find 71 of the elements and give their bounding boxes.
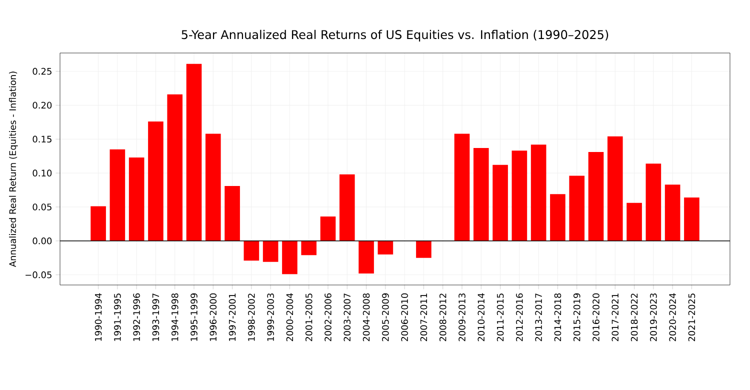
bar	[205, 134, 221, 241]
bar	[320, 216, 336, 241]
x-tick-label: 1997-2001	[228, 294, 236, 341]
bar	[512, 150, 528, 241]
x-tick-label: 2018-2022	[630, 294, 638, 342]
bar	[550, 194, 566, 241]
x-tick-label: 2012-2016	[516, 293, 523, 342]
y-tick-label: 0.25	[32, 68, 52, 75]
bar	[90, 206, 106, 241]
y-tick-label: −0.05	[26, 271, 52, 278]
x-tick-label: 2009-2013	[458, 294, 466, 342]
x-tick-label: 2006-2010	[401, 293, 408, 342]
bar	[358, 240, 374, 274]
x-tick-label: 1992-1996	[133, 293, 140, 341]
bar	[301, 240, 317, 256]
x-tick-label: 1993-1997	[152, 294, 160, 341]
y-axis-title: Annualized Real Return (Equities - Inflation)	[9, 72, 18, 268]
x-tick-label: 2010-2014	[478, 293, 485, 342]
bar	[492, 164, 508, 241]
y-tick-label: 0.20	[32, 102, 52, 109]
x-tick-label: 2016-2020	[592, 293, 600, 342]
x-tick-label: 2001-2005	[305, 294, 312, 342]
bar	[454, 134, 470, 241]
x-tick-label: 1991-1995	[114, 294, 121, 341]
x-tick-label: 2015-2019	[573, 293, 580, 342]
bar	[664, 184, 680, 241]
bar	[128, 157, 144, 241]
x-tick-label: 2000-2004	[286, 293, 294, 342]
x-tick-label: 2008-2012	[439, 294, 446, 342]
bar	[684, 197, 700, 241]
bar	[378, 240, 394, 254]
x-tick-label: 1998-2002	[248, 294, 255, 341]
x-tick-label: 2021-2025	[688, 294, 696, 342]
y-tick-label: 0.05	[32, 204, 52, 210]
x-tick-label: 2017-2021	[612, 294, 619, 342]
x-tick-label: 2013-2017	[535, 294, 542, 342]
bar	[262, 240, 278, 262]
x-tick-label: 1999-2003	[267, 294, 274, 341]
x-tick-label: 2014-2018	[554, 293, 562, 342]
x-tick-label: 2003-2007	[344, 294, 351, 342]
bar	[167, 94, 183, 241]
y-tick-label: 0.10	[32, 170, 52, 176]
bar	[148, 122, 164, 241]
bar	[416, 240, 432, 258]
bar	[224, 186, 240, 241]
y-tick-label: 0.00	[32, 237, 52, 244]
bar	[626, 202, 642, 241]
x-tick-label: 2019-2023	[650, 294, 657, 342]
x-tick-label: 1994-1998	[171, 293, 178, 341]
x-tick-label: 1995-1999	[190, 293, 198, 341]
bar	[607, 136, 623, 241]
x-tick-label: 2020-2024	[669, 293, 676, 342]
x-tick-label: 2004-2008	[362, 293, 370, 342]
bar	[244, 240, 260, 261]
x-tick-label: 2005-2009	[382, 293, 389, 342]
bar	[110, 149, 126, 241]
x-tick-label: 2007-2011	[420, 294, 428, 342]
bar	[530, 144, 546, 241]
x-tick-label: 2011-2015	[496, 294, 504, 342]
bar	[569, 176, 585, 241]
bar	[282, 240, 298, 274]
chart-title: 5-Year Annualized Real Returns of US Equities vs. Inflation (1990–2025)	[182, 30, 608, 42]
bar	[473, 148, 489, 241]
bar	[646, 164, 662, 241]
bar	[588, 152, 604, 241]
bar	[339, 174, 355, 241]
bar	[186, 64, 202, 241]
x-tick-label: 2002-2006	[324, 293, 332, 342]
y-tick-label: 0.15	[32, 136, 52, 143]
x-tick-label: 1996-2000	[210, 293, 217, 341]
x-tick-label: 1990-1994	[94, 293, 102, 341]
